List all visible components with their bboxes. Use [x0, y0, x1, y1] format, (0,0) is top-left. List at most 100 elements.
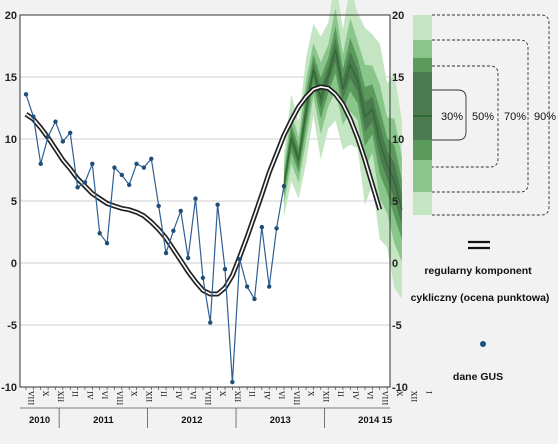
y-tick-left-10: 10	[5, 134, 17, 146]
x-month-label: II	[248, 391, 257, 397]
legend-bracket-90%	[432, 14, 550, 216]
x-month-label: VIII	[27, 390, 36, 405]
gus-data-point	[31, 114, 36, 119]
x-month-label: VI	[189, 390, 198, 399]
legend-band-swatch	[413, 192, 432, 215]
x-month-label: XII	[233, 391, 242, 402]
x-year-label-2013: 2013	[270, 415, 291, 426]
legend-band-90: 90%	[534, 111, 556, 123]
gus-data-point	[193, 196, 198, 201]
gus-data-point	[252, 296, 257, 302]
x-month-label: X	[395, 391, 404, 397]
x-month-label: XII	[321, 391, 330, 402]
x-month-label: IV	[351, 391, 360, 400]
gus-data-point	[97, 231, 102, 236]
gus-data-point	[237, 257, 242, 262]
x-year-label-15: 15	[382, 415, 393, 426]
y-tick-right--5: -5	[392, 320, 402, 332]
gus-data-point	[208, 320, 213, 325]
x-month-label: VIII	[115, 390, 124, 405]
y-tick-left--10: -10	[1, 382, 17, 394]
x-month-label: VI	[366, 390, 375, 399]
y-tick-right-20: 20	[392, 10, 404, 22]
x-month-label: II	[71, 391, 80, 397]
gus-data-point	[171, 228, 176, 233]
x-month-label: XII	[410, 391, 419, 402]
gus-data-point	[259, 224, 265, 230]
gus-data-point	[90, 161, 95, 166]
gus-data-point	[215, 202, 220, 207]
gus-data-point	[104, 240, 110, 246]
gus-data-point	[68, 130, 73, 135]
gus-data-point	[149, 156, 154, 162]
legend-bracket-30%	[432, 89, 467, 141]
x-month-label: II	[336, 391, 345, 397]
gus-data-point	[244, 284, 250, 289]
legend-bracket-50%	[432, 65, 499, 168]
gus-data-point	[38, 161, 43, 166]
gus-data-point	[82, 180, 88, 185]
x-month-label: VIII	[380, 390, 389, 405]
gus-data-point	[23, 92, 29, 97]
x-year-label-2010: 2010	[29, 415, 50, 426]
y-tick-left-20: 20	[5, 10, 17, 22]
y-tick-right-5: 5	[392, 196, 398, 208]
y-tick-left-0: 0	[11, 258, 17, 270]
fan-band-30%	[283, 37, 402, 225]
y-tick-right--10: -10	[392, 382, 408, 394]
x-month-label: X	[41, 391, 50, 397]
x-month-label: VI	[277, 390, 286, 399]
legend-band-30: 30%	[441, 111, 463, 123]
gus-data-point	[274, 226, 279, 231]
x-month-label: I	[424, 391, 433, 394]
fan-band-50%	[283, 26, 402, 240]
x-month-label: II	[159, 391, 168, 397]
x-month-label: X	[307, 391, 316, 397]
gus-data-point	[281, 183, 287, 189]
gus-data-point	[230, 379, 235, 385]
legend-band-swatch	[413, 40, 432, 58]
gus-data-point	[112, 165, 117, 170]
y-tick-left--5: -5	[7, 320, 17, 332]
gus-data-point	[60, 139, 66, 144]
x-month-label: XII	[56, 391, 65, 402]
y-tick-left-5: 5	[11, 196, 17, 208]
gus-data-point	[200, 275, 206, 281]
y-tick-left-15: 15	[5, 72, 17, 84]
gus-data-point	[185, 255, 191, 261]
legend-band-swatch	[413, 90, 432, 116]
gus-data-point	[178, 208, 183, 214]
gus-data-point	[156, 203, 161, 209]
plot-frame	[19, 14, 391, 388]
gus-data-point	[45, 134, 51, 139]
gus-data-point	[53, 119, 58, 124]
x-year-label-2011: 2011	[93, 415, 114, 426]
x-month-label: IV	[85, 391, 94, 400]
x-month-label: VIII	[203, 390, 212, 405]
legend-band-swatch	[413, 15, 432, 40]
legend: 30% 50% 70% 90% regularny komponent cykl…	[411, 14, 556, 383]
gus-data-point	[134, 161, 139, 166]
x-month-label: X	[130, 391, 139, 397]
legend-gus-label: dane GUS	[453, 371, 503, 383]
legend-band-70: 70%	[504, 111, 526, 123]
x-month-label: VIII	[292, 390, 301, 405]
legend-band-50: 50%	[472, 111, 494, 123]
x-month-label: IV	[174, 391, 183, 400]
fan-bands	[283, 0, 403, 299]
legend-gus-dot	[480, 341, 486, 347]
gus-data-point	[141, 165, 147, 170]
legend-band-swatch	[413, 160, 432, 192]
legend-bracket-70%	[432, 39, 529, 193]
forecast-median-line	[283, 49, 403, 210]
series-lines	[23, 84, 383, 385]
legend-band-swatch	[413, 140, 432, 160]
gus-data-point	[163, 250, 169, 256]
y-tick-right-0: 0	[392, 258, 398, 270]
cyclical-component-inner	[25, 86, 381, 295]
gus-data-point	[222, 267, 228, 272]
y-tick-right-15: 15	[392, 72, 404, 84]
